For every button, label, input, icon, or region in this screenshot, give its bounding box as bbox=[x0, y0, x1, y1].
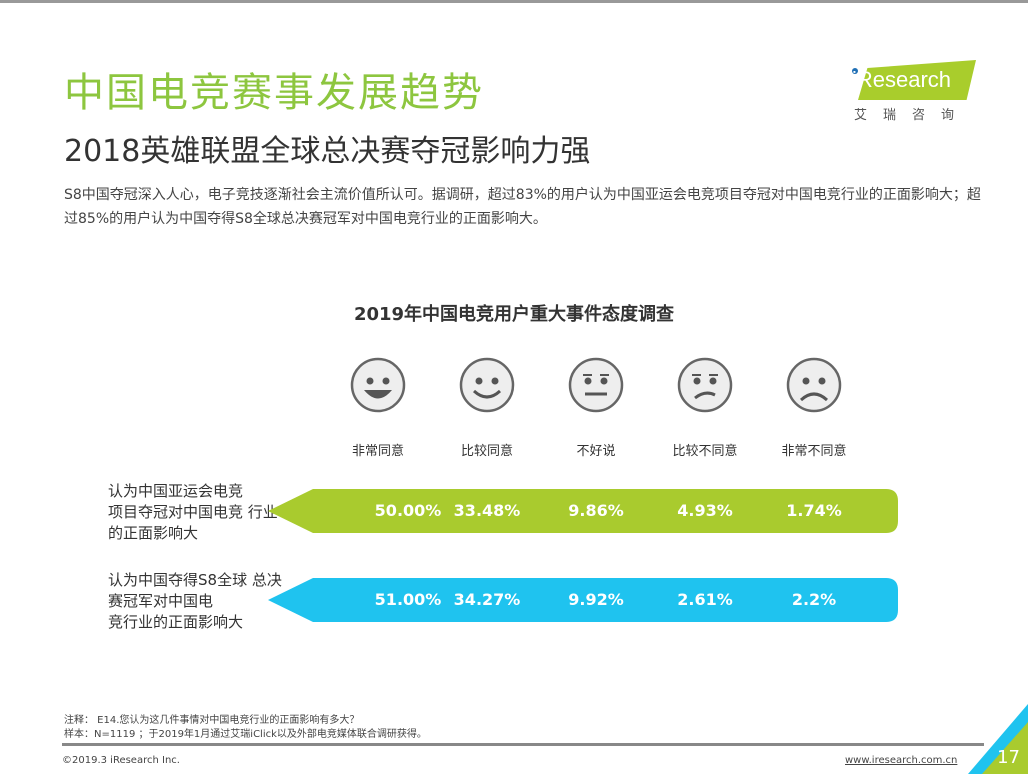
page-title: 中国电竞赛事发展趋势 bbox=[64, 70, 484, 116]
value-label: 2.2% bbox=[791, 590, 837, 609]
value-label: 51.00% bbox=[374, 590, 442, 609]
category-label: 非常不同意 bbox=[781, 444, 847, 459]
bar-row-1: 50.00% 33.48% 9.86% 4.93% 1.74% bbox=[268, 489, 898, 533]
value-label: 4.93% bbox=[677, 501, 733, 520]
row-label-line: 赛冠军对中国电 bbox=[108, 592, 214, 610]
category-label: 比较不同意 bbox=[672, 444, 738, 459]
website-link[interactable]: www.iresearch.com.cn bbox=[845, 755, 958, 766]
row-label-line: 项目夺冠对中国电竞 行业 bbox=[108, 503, 278, 521]
sad-face-icon bbox=[786, 357, 842, 413]
page-number: 17 bbox=[997, 747, 1020, 768]
row-label-line: 竞行业的正面影响大 bbox=[108, 613, 244, 631]
row-label-1: 认为中国亚运会电竞 项目夺冠对中国电竞 行业 的正面影响大 bbox=[108, 481, 278, 544]
row-label-line: 认为中国夺得S8全球 总决 bbox=[108, 571, 282, 589]
row-label-2: 认为中国夺得S8全球 总决 赛冠军对中国电 竞行业的正面影响大 bbox=[108, 570, 282, 633]
logo-brand: iResearch bbox=[852, 67, 952, 92]
footer-divider bbox=[62, 743, 984, 746]
category-label: 比较同意 bbox=[460, 444, 513, 459]
value-label: 33.48% bbox=[453, 501, 521, 520]
page-corner: 17 bbox=[968, 704, 1028, 774]
value-label: 9.86% bbox=[568, 501, 624, 520]
footnote-sample: 样本：N=1119 ；于2019年1月通过艾瑞iClick以及外部电竞媒体联合调… bbox=[64, 729, 427, 740]
description: S8中国夺冠深入人心，电子竞技逐渐社会主流价值所认可。据调研，超过83%的用户认… bbox=[64, 187, 981, 227]
frown-face-icon bbox=[677, 357, 733, 413]
footnote: 注释： E14.您认为这几件事情对中国电竞行业的正面影响有多大？ 样本：N=11… bbox=[64, 714, 427, 742]
category-label: 非常同意 bbox=[351, 444, 404, 459]
logo-cn: 艾瑞咨询 bbox=[854, 108, 971, 123]
page-subtitle: 2018英雄联盟全球总决赛夺冠影响力强 bbox=[64, 134, 591, 169]
bar-shape bbox=[268, 578, 898, 622]
category-label: 不好说 bbox=[576, 444, 616, 459]
neutral-face-icon bbox=[568, 357, 624, 413]
row-label-line: 认为中国亚运会电竞 bbox=[108, 482, 244, 500]
copyright: ©2019.3 iResearch Inc. bbox=[62, 755, 180, 766]
value-label: 9.92% bbox=[568, 590, 624, 609]
footnote-question: 注释： E14.您认为这几件事情对中国电竞行业的正面影响有多大？ bbox=[64, 715, 360, 726]
chart-title: 2019年中国电竞用户重大事件态度调查 bbox=[353, 304, 675, 325]
bar-row-2: 51.00% 34.27% 9.92% 2.61% 2.2% bbox=[268, 578, 898, 622]
value-label: 34.27% bbox=[453, 590, 521, 609]
iresearch-logo: iResearch 艾瑞咨询 bbox=[848, 58, 978, 124]
row-label-line: 的正面影响大 bbox=[108, 524, 199, 542]
smile-face-icon bbox=[459, 357, 515, 413]
top-border bbox=[0, 0, 1028, 3]
value-label: 50.00% bbox=[374, 501, 442, 520]
value-label: 1.74% bbox=[786, 501, 842, 520]
value-label: 2.61% bbox=[677, 590, 733, 609]
bar-shape bbox=[268, 489, 898, 533]
very-happy-face-icon bbox=[350, 357, 406, 413]
